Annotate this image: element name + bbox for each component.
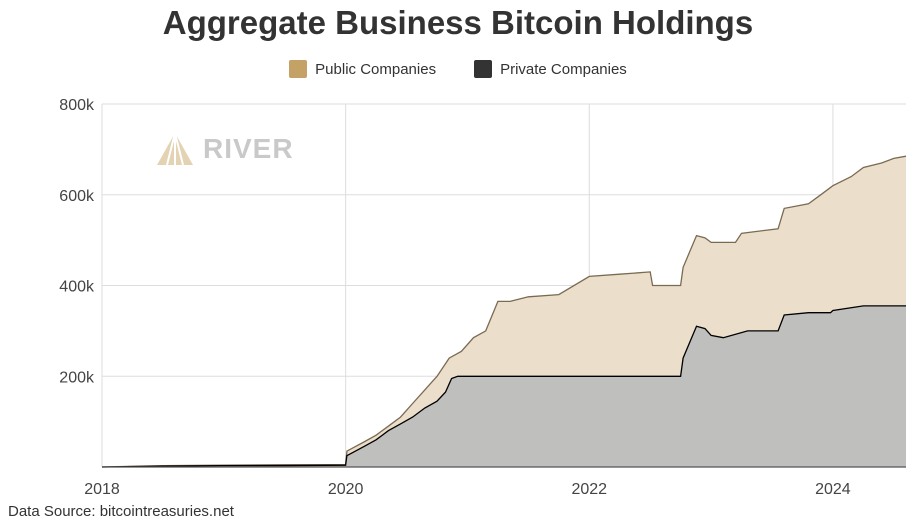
x-tick-label: 2020 [328, 481, 364, 498]
private-companies-area [102, 305, 906, 467]
legend: Public Companies Private Companies [0, 60, 916, 78]
y-tick-label: 600k [59, 188, 95, 205]
chart-title: Aggregate Business Bitcoin Holdings [162, 4, 754, 41]
legend-item-public[interactable]: Public Companies [289, 60, 436, 78]
x-tick-label: 2022 [571, 481, 607, 498]
x-tick-label: 2024 [815, 481, 851, 498]
river-logo-icon [157, 132, 193, 166]
river-logo-text: RIVER [203, 133, 294, 164]
legend-label-private: Private Companies [500, 60, 627, 78]
x-tick-label: 2018 [84, 481, 120, 498]
y-tick-label: 400k [59, 279, 95, 296]
legend-swatch-private [474, 60, 493, 78]
river-logo: RIVER [155, 131, 294, 167]
private-companies-line [101, 305, 906, 468]
public-companies-line [101, 155, 907, 468]
y-tick-label: 200k [59, 369, 95, 386]
y-tick-label: 800k [59, 97, 95, 114]
data-source: Data Source: bitcointreasuries.net [8, 503, 234, 520]
legend-swatch-public [289, 60, 308, 78]
legend-item-private[interactable]: Private Companies [474, 60, 627, 78]
legend-label-public: Public Companies [315, 60, 437, 78]
